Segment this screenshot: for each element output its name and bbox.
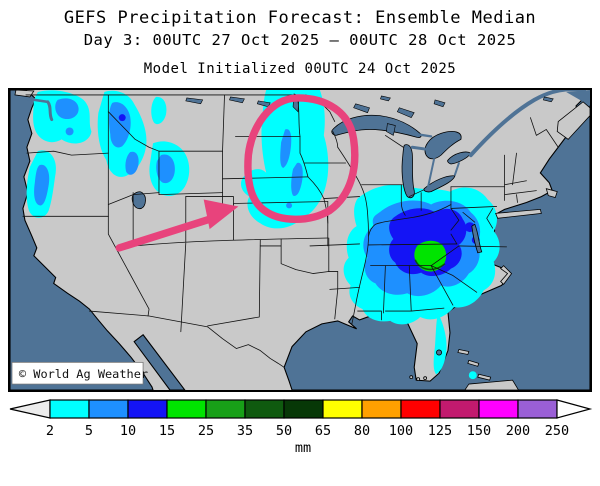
colorbar-cell (166, 399, 207, 419)
colorbar-tick: 200 (506, 423, 530, 439)
colorbar-cell (361, 399, 402, 419)
precip-layer (26, 90, 500, 380)
precip-oregon-blue (34, 164, 50, 206)
lake-connectors (26, 90, 587, 188)
islands-layer (14, 90, 590, 390)
page-title: GEFS Precipitation Forecast: Ensemble Me… (63, 8, 537, 28)
colorbar-right-arrow (556, 399, 593, 419)
lake-erie (423, 175, 456, 193)
colorbar-tick: 25 (198, 423, 214, 439)
colorbar-tick: 100 (389, 423, 413, 439)
colorbar-cell (127, 399, 168, 419)
gulf-of-st-lawrence (566, 90, 590, 106)
pacific-ocean (10, 90, 154, 390)
colorbar-cell (322, 399, 363, 419)
colorbar-cell (400, 399, 441, 419)
lake-okeechobee (436, 349, 443, 356)
bahamas-1 (457, 349, 470, 355)
precip-montana-cyan-small (151, 96, 167, 125)
colorbar-cell (283, 399, 324, 419)
colorbar-tick: 35 (237, 423, 253, 439)
precip-idaho-blue (109, 102, 131, 148)
colorbar-tick: 5 (85, 423, 93, 439)
colorbar-cells (49, 399, 558, 419)
annotation-oval (244, 94, 359, 223)
colorbar-cell (517, 399, 558, 419)
watermark-text: © World Ag Weather (19, 367, 148, 381)
precip-dakotas-blue-streak1 (280, 129, 292, 168)
colorbar-cell (478, 399, 519, 419)
colorbar-tick: 80 (354, 423, 370, 439)
precip-dakotas-blue-streak3 (286, 202, 293, 209)
colorbar-tick: 250 (545, 423, 569, 439)
precip-washington-blue (55, 98, 79, 120)
lake-superior (331, 114, 422, 138)
colorbar-cell (205, 399, 246, 419)
cuba (464, 379, 519, 390)
colorbar-tick: 125 (428, 423, 452, 439)
precip-bahamas-cyan (468, 371, 477, 380)
nova-scotia (556, 101, 590, 140)
watermark: © World Ag Weather (11, 361, 148, 385)
precip-dakotas-blue-streak2 (291, 162, 303, 196)
precip-wyoming-blue (156, 154, 175, 184)
colorbar-tick-labels: 2 5 10 15 25 35 50 65 80 100 125 150 200 250 (46, 423, 569, 439)
model-init-line: Model Initialized 00UTC 24 Oct 2025 (143, 61, 457, 77)
us-precip-map: © World Ag Weather (10, 90, 590, 390)
precip-green-contour (414, 259, 446, 271)
outer-banks (500, 265, 513, 286)
colorbar-cell (88, 399, 129, 419)
florida-key-1 (423, 376, 428, 381)
colorbar-tick: 15 (159, 423, 175, 439)
colorbar-left-arrow (9, 399, 51, 419)
long-island (495, 208, 542, 219)
lake-huron (424, 131, 462, 160)
precip-idaho-blue-lower (125, 151, 139, 175)
bahamas-3 (477, 373, 492, 381)
precip-idaho-deepblue-spot (118, 114, 126, 122)
lake-ontario (447, 151, 472, 165)
florida-key-2 (416, 377, 421, 382)
colorbar: 2 5 10 15 25 35 50 65 80 100 125 150 200 250 mm (9, 399, 593, 456)
bahamas-2 (467, 359, 480, 367)
forecast-period: Day 3: 00UTC 27 Oct 2025 — 00UTC 28 Oct … (83, 31, 517, 49)
lakes-layer (131, 114, 483, 356)
colorbar-tick: 65 (315, 423, 331, 439)
precip-florida-cyan-strip (433, 313, 447, 375)
precip-georgia-green-core (414, 240, 447, 272)
cape-cod (545, 188, 558, 199)
florida-key-3 (409, 375, 414, 380)
colorbar-tick: 150 (467, 423, 491, 439)
colorbar-tick: 10 (120, 423, 136, 439)
map-frame: © World Ag Weather (8, 88, 592, 392)
colorbar-tick: 50 (276, 423, 292, 439)
lake-michigan (401, 144, 415, 199)
chesapeake-bay (471, 223, 483, 254)
precip-washington-blue-2 (65, 127, 74, 136)
colorbar-units-label: mm (295, 440, 311, 456)
sea-of-cortez (133, 333, 186, 390)
colorbar-tick: 2 (46, 423, 54, 439)
colorbar-cell (244, 399, 285, 419)
annotation-arrow-head (203, 199, 239, 230)
colorbar-cell (439, 399, 480, 419)
colorbar-cell (49, 399, 90, 419)
annotation-layer (115, 94, 359, 252)
annotation-arrow-shaft (115, 213, 220, 252)
maine-border (530, 117, 559, 148)
borders-layer (22, 94, 559, 368)
